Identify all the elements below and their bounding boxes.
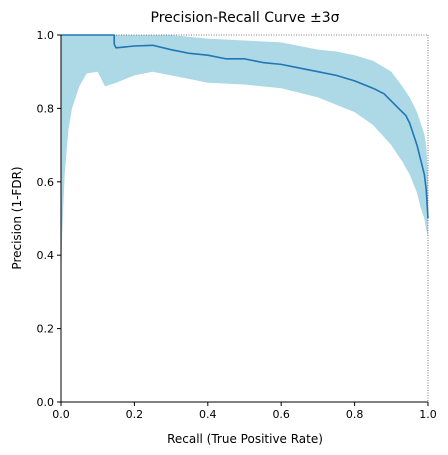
x-axis-label: Recall (True Positive Rate) (167, 432, 323, 446)
y-tick-label: 0.6 (37, 176, 55, 189)
ticks-layer: 0.0 0.2 0.4 0.6 0.8 1.0 0.0 0.2 0.4 0.6 0.8 1.0 (37, 29, 437, 421)
precision-recall-line (61, 34, 429, 219)
y-axis-label: Precision (1-FDR) (10, 166, 24, 269)
y-tick-label: 0.0 (37, 396, 55, 409)
x-tick-label: 0.8 (346, 408, 364, 421)
chart-title: Precision-Recall Curve ±3σ (151, 10, 340, 26)
y-tick-label: 0.4 (37, 249, 55, 262)
uncertainty-band-layer (61, 35, 428, 292)
y-tick-label: 1.0 (37, 29, 55, 42)
y-tick-label: 0.2 (37, 323, 55, 336)
curve-layer (61, 34, 429, 219)
axes-layer (60, 35, 428, 403)
x-tick-label: 0.4 (199, 408, 217, 421)
x-tick-label: 0.2 (126, 408, 144, 421)
x-tick-label: 1.0 (419, 408, 437, 421)
uncertainty-band (61, 35, 428, 292)
x-tick-label: 0.6 (272, 408, 290, 421)
x-tick-label: 0.0 (52, 408, 70, 421)
y-tick-label: 0.8 (37, 102, 55, 115)
